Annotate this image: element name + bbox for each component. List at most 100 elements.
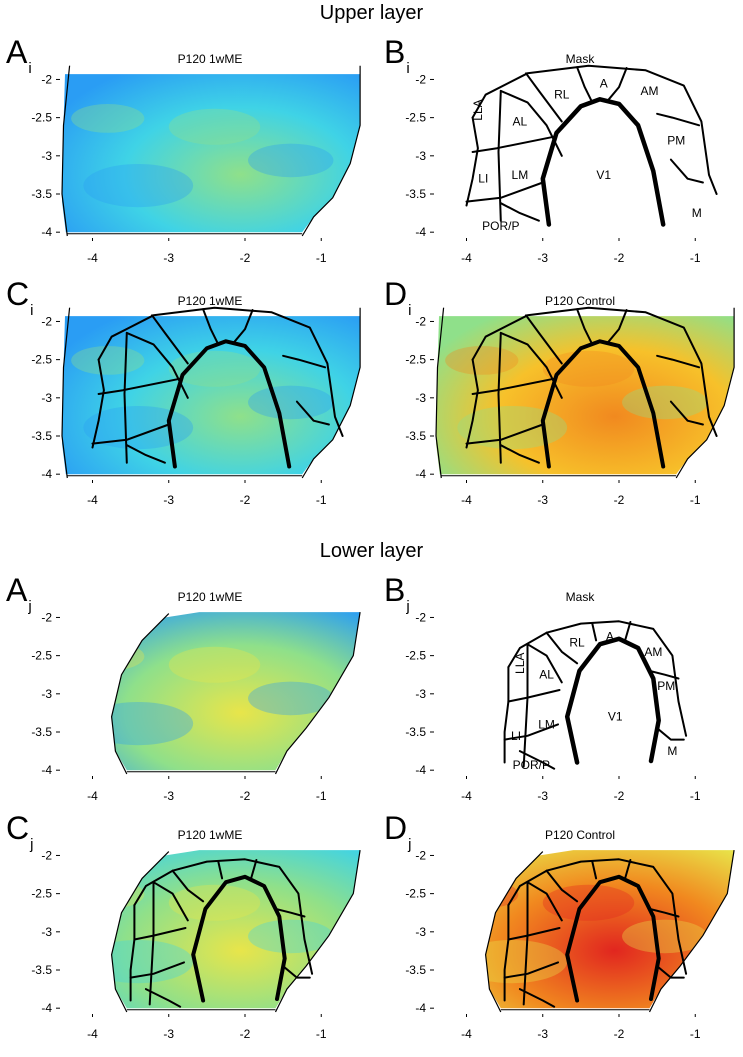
heatmap-patch [83,406,194,450]
y-tick-label: -2.5 [31,887,52,901]
y-tick-label: -4 [41,467,52,481]
area-border [545,631,579,665]
y-tick-label: -3 [415,149,426,163]
x-tick-label: -3 [163,251,174,265]
panel-title-b-lower: Mask [565,590,595,604]
section-title-lower: Lower layer [319,540,424,562]
heatmap-patch [111,880,145,909]
y-tick-label: -3 [41,687,52,701]
heatmap-patch [83,164,194,208]
y-tick-label: -3 [415,925,426,939]
area-border [624,859,632,880]
area-border [465,181,544,203]
area-border [669,400,704,426]
area-border [624,621,632,642]
x-tick-label: -4 [87,789,98,803]
region-outline-left [61,65,71,237]
region-outline-right [301,65,361,237]
y-tick-label: -2 [415,610,426,624]
area-label: LLA [471,99,485,120]
y-tick-label: -2 [41,848,52,862]
y-tick-label: -4 [41,225,52,239]
x-tick-label: -3 [537,1027,548,1041]
heatmap-patch [622,919,708,954]
v1-border [540,97,666,227]
region-outline-right [274,850,361,1013]
region-outline-right [675,307,735,479]
x-tick-label: -2 [614,251,625,265]
x-tick-label: -4 [87,1027,98,1041]
area-border [282,965,311,979]
area-label: AM [641,84,659,98]
area-label: LI [478,172,488,186]
area-label: LM [538,717,555,731]
heatmap-field [62,74,361,233]
area-border [125,444,166,464]
area-border [656,354,701,369]
v1-border [564,636,661,765]
panel-a-lower: -4 -3 -2 -1 -2 -2.5 -3 -3.5 -4 [31,610,361,803]
x-tick-label: -2 [240,789,251,803]
area-border [202,308,220,346]
x-tick-label: -1 [690,493,701,507]
y-tick-label: -3.5 [31,725,52,739]
area-label: AL [539,668,554,682]
area-border [497,89,502,222]
area-border [471,306,718,437]
x-tick-label: -4 [87,251,98,265]
panel-a-upper: -4 -3 -2 -1 -2 -2.5 -3 -3.5 -4 [31,65,361,265]
area-border [507,927,561,941]
panel-title-d-upper: P120 Control [544,294,616,308]
heatmap-field [436,316,735,475]
area-border [526,643,563,684]
area-border [648,669,680,680]
panel-letter-c-upper: Ci [6,276,34,319]
area-border [656,727,685,741]
x-tick-label: -1 [316,789,327,803]
y-tick-label: -2 [415,314,426,328]
area-border [91,358,105,449]
area-border [499,202,540,222]
area-border [518,750,556,770]
y-tick-label: -3.5 [405,187,426,201]
area-label: LI [511,729,521,743]
area-border [656,965,685,979]
heatmap-patch [457,406,568,450]
panel-c-upper: -4 -3 -2 -1 -2 -2.5 -3 -3.5 -4 [31,306,361,507]
x-tick-label: -3 [163,1027,174,1041]
x-tick-label: -1 [316,251,327,265]
x-tick-label: -4 [461,789,472,803]
panel-letter-d-lower: Dj [384,810,412,853]
area-label: V1 [608,710,623,724]
y-tick-label: -2.5 [405,111,426,125]
y-tick-label: -3.5 [31,963,52,977]
heatmap-patch [111,702,194,746]
section-title-upper: Upper layer [319,2,424,24]
region-outline-left [435,307,445,479]
v1-border [166,339,292,469]
area-border [129,961,185,979]
area-border [97,377,182,395]
y-tick-label: -4 [41,763,52,777]
x-tick-label: -2 [240,493,251,507]
v1-border [191,874,287,1003]
region-outline-left [61,307,71,479]
y-tick-label: -4 [415,467,426,481]
y-tick-label: -3 [415,391,426,405]
area-border [133,927,187,941]
area-label: LM [512,168,529,182]
area-label: PM [667,134,685,148]
panel-title-b-upper: Mask [565,52,595,66]
x-tick-label: -1 [316,1027,327,1041]
area-border [507,689,561,703]
area-label: RL [569,636,585,650]
area-border [465,423,544,445]
region-outline-right [301,307,361,479]
area-border [282,354,327,369]
x-tick-label: -1 [690,1027,701,1041]
area-border [526,881,563,922]
x-tick-label: -2 [240,1027,251,1041]
area-border [295,400,330,426]
area-border [129,904,136,1002]
area-border [217,860,224,880]
